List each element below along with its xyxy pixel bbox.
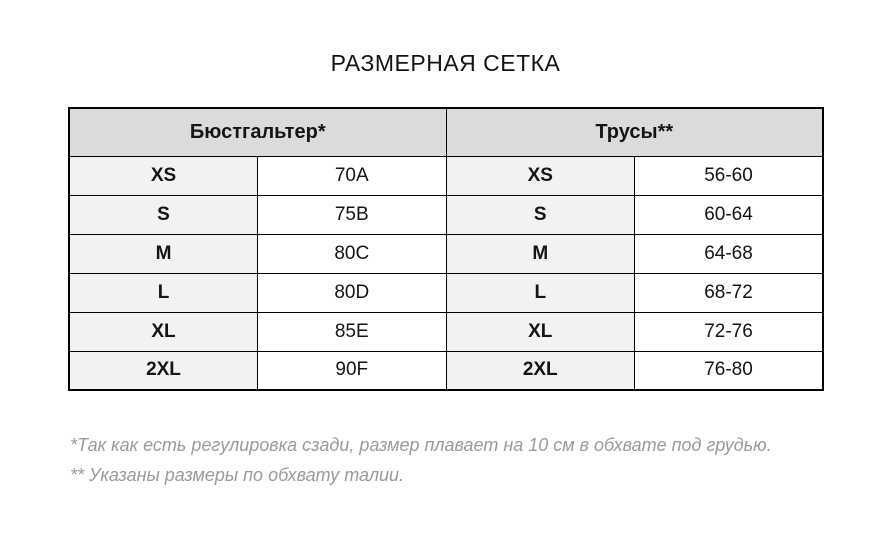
size-table-head: Бюстгальтер* Трусы** xyxy=(68,107,824,157)
bra-size-cell: XS xyxy=(68,155,258,196)
size-table: Бюстгальтер* Трусы** XS 70A XS 56-60 S 7… xyxy=(68,107,824,391)
size-table-body: XS 70A XS 56-60 S 75B S 60-64 M 80C M 64… xyxy=(68,155,824,391)
panties-value-cell: 64-68 xyxy=(634,233,824,274)
table-row-s: S 75B S 60-64 xyxy=(68,194,824,235)
bra-size-cell: 2XL xyxy=(68,350,258,391)
footnote-panties: ** Указаны размеры по обхвату талии. xyxy=(70,465,404,485)
bra-value-cell: 70A xyxy=(257,155,447,196)
panties-size-cell: L xyxy=(445,272,635,313)
page-title: РАЗМЕРНАЯ СЕТКА xyxy=(330,50,561,76)
panties-value-cell: 68-72 xyxy=(634,272,824,313)
table-row-xl: XL 85E XL 72-76 xyxy=(68,311,824,352)
panties-size-cell: S xyxy=(445,194,635,235)
bra-size-cell: M xyxy=(68,233,258,274)
footnotes: *Так как есть регулировка сзади, размер … xyxy=(70,430,860,490)
panties-value-cell: 76-80 xyxy=(634,350,824,391)
panties-size-cell: XL xyxy=(445,311,635,352)
panties-size-cell: 2XL xyxy=(445,350,635,391)
bra-value-cell: 85E xyxy=(257,311,447,352)
header-bra: Бюстгальтер* xyxy=(68,107,447,157)
bra-size-cell: L xyxy=(68,272,258,313)
footnote-bra: *Так как есть регулировка сзади, размер … xyxy=(70,435,772,455)
bra-value-cell: 75B xyxy=(257,194,447,235)
table-row-m: M 80C M 64-68 xyxy=(68,233,824,274)
table-header-row: Бюстгальтер* Трусы** xyxy=(68,107,824,157)
bra-size-cell: XL xyxy=(68,311,258,352)
panties-size-cell: M xyxy=(445,233,635,274)
table-row-l: L 80D L 68-72 xyxy=(68,272,824,313)
panties-value-cell: 72-76 xyxy=(634,311,824,352)
panties-size-cell: XS xyxy=(445,155,635,196)
table-row-xs: XS 70A XS 56-60 xyxy=(68,155,824,196)
bra-value-cell: 80C xyxy=(257,233,447,274)
bra-value-cell: 90F xyxy=(257,350,447,391)
table-row-2xl: 2XL 90F 2XL 76-80 xyxy=(68,350,824,391)
panties-value-cell: 56-60 xyxy=(634,155,824,196)
bra-value-cell: 80D xyxy=(257,272,447,313)
header-panties: Трусы** xyxy=(445,107,824,157)
panties-value-cell: 60-64 xyxy=(634,194,824,235)
bra-size-cell: S xyxy=(68,194,258,235)
